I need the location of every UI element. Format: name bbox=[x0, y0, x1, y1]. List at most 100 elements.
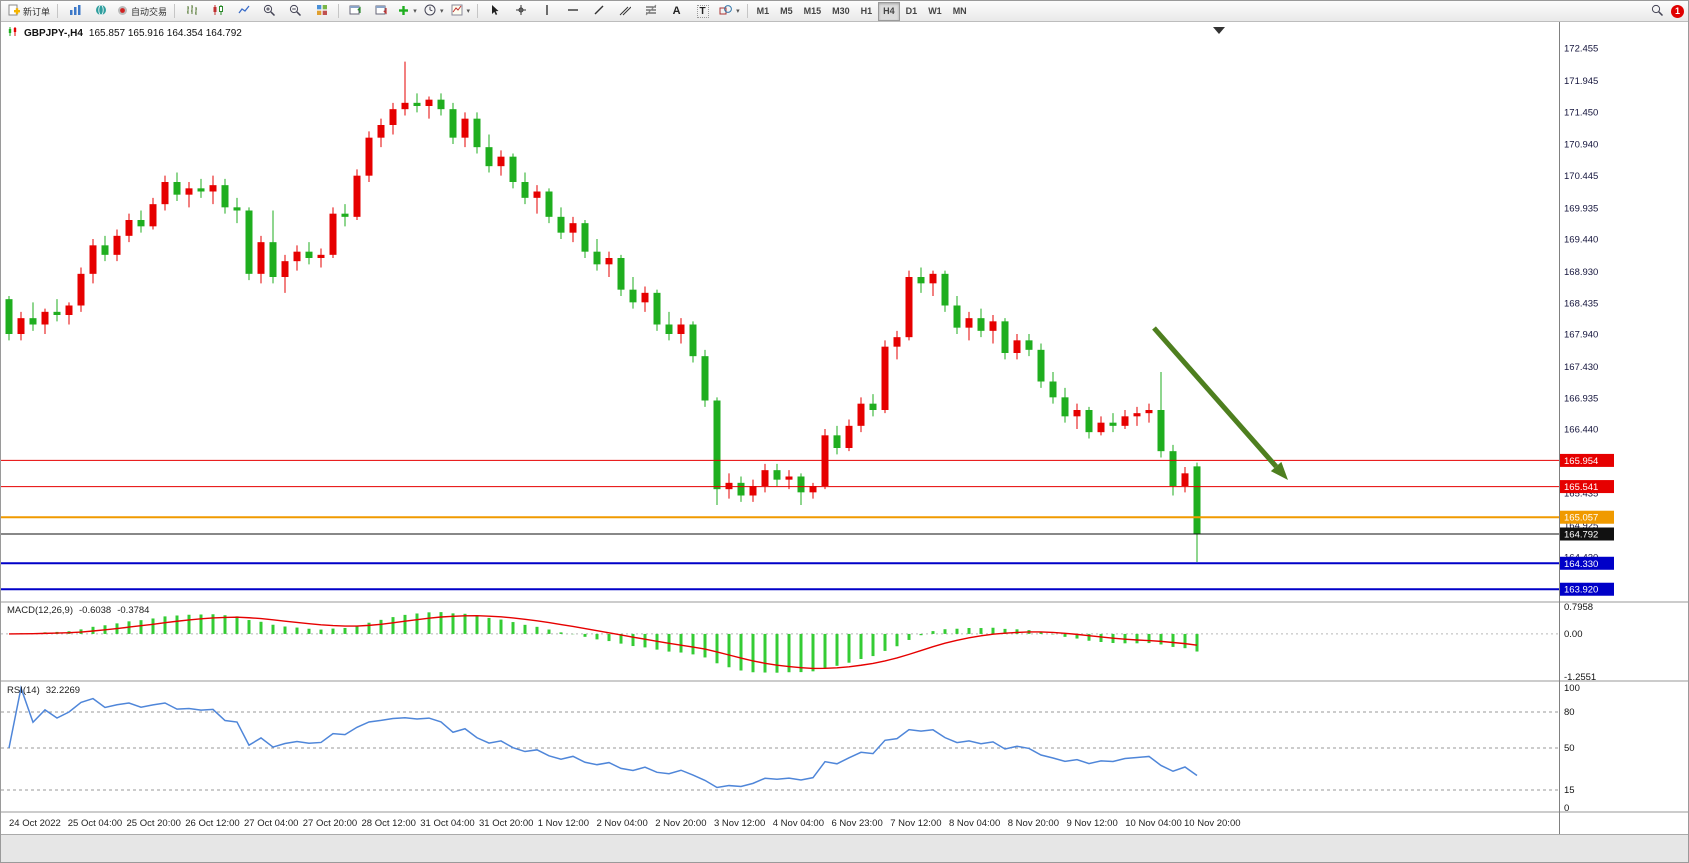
crosshair-button[interactable] bbox=[508, 2, 533, 21]
candle-up bbox=[785, 476, 793, 480]
line-chart-type-button[interactable] bbox=[231, 2, 256, 21]
shapes-button[interactable]: ▾ bbox=[716, 2, 743, 21]
chart-canvas[interactable]: 172.455 171.945 171.450 170.940 170.445 169.9… bbox=[1, 22, 1689, 863]
date-axis-label: 1 Nov 12:00 bbox=[538, 818, 589, 829]
timeframe-h4-button[interactable]: H4 bbox=[878, 1, 900, 21]
chart-window[interactable]: 172.455 171.945 171.450 170.940 170.445 169.9… bbox=[1, 22, 1689, 863]
candle-up bbox=[209, 185, 217, 192]
market-watch-button[interactable] bbox=[88, 2, 113, 21]
vertical-line-button[interactable] bbox=[534, 2, 559, 21]
timeframe-m15-button[interactable]: M15 bbox=[803, 6, 822, 16]
candle-down bbox=[557, 216, 565, 233]
date-axis-label: 27 Oct 20:00 bbox=[303, 818, 357, 829]
candle-down bbox=[593, 251, 601, 265]
tile-windows-button[interactable] bbox=[309, 2, 334, 21]
chart-ohlc-values: 165.857 165.916 164.354 164.792 bbox=[88, 27, 242, 39]
candle-down bbox=[137, 220, 145, 227]
candle-up bbox=[1133, 413, 1141, 417]
trendline-button[interactable] bbox=[586, 2, 611, 21]
date-axis-label: 8 Nov 20:00 bbox=[1008, 818, 1059, 829]
chart-title: GBPJPY-,H4 165.857 165.916 164.354 164.7… bbox=[7, 26, 242, 40]
candle-down bbox=[713, 400, 721, 490]
candle-down bbox=[1085, 410, 1093, 433]
date-axis-label: 26 Oct 12:00 bbox=[185, 818, 239, 829]
date-axis-label: 31 Oct 20:00 bbox=[479, 818, 533, 829]
price-axis-label: 171.945 bbox=[1564, 76, 1598, 87]
text-label-button[interactable]: T bbox=[690, 2, 715, 21]
bar-chart-type-button[interactable] bbox=[179, 2, 204, 21]
candle-down bbox=[1157, 410, 1165, 452]
search-button[interactable] bbox=[1645, 2, 1670, 21]
auto-trading-button[interactable]: 自动交易 bbox=[114, 2, 170, 21]
price-badge-text: 163.920 bbox=[1564, 585, 1598, 596]
horizontal-level-lines[interactable] bbox=[1, 459, 1559, 591]
price-badge-165.954 bbox=[1560, 453, 1614, 467]
date-axis-label: 7 Nov 12:00 bbox=[890, 818, 941, 829]
date-axis-label: 31 Oct 04:00 bbox=[420, 818, 474, 829]
candle-down bbox=[689, 324, 697, 357]
horizontal-line-button[interactable] bbox=[560, 2, 585, 21]
candle-down bbox=[665, 324, 673, 334]
candle-down bbox=[1001, 321, 1009, 353]
timeframe-m5-button[interactable]: M5 bbox=[780, 6, 793, 16]
new-order-button[interactable]: 新订单 bbox=[5, 2, 53, 21]
candle-down bbox=[581, 223, 589, 252]
charts-button[interactable] bbox=[62, 2, 87, 21]
candle-up bbox=[965, 318, 973, 328]
bar-columns-icon bbox=[69, 4, 81, 18]
candle-up bbox=[377, 125, 385, 138]
candle-down bbox=[197, 188, 205, 192]
candle-up bbox=[905, 277, 913, 338]
candle-down bbox=[833, 435, 841, 448]
date-axis-label: 8 Nov 04:00 bbox=[949, 818, 1000, 829]
channel-button[interactable] bbox=[612, 2, 637, 21]
timeframe-m30-button[interactable]: M30 bbox=[832, 6, 850, 16]
tile-windows-icon bbox=[316, 4, 328, 18]
text-button[interactable]: A bbox=[664, 2, 689, 21]
cascade-windows-button[interactable] bbox=[369, 2, 394, 21]
date-axis-label: 27 Oct 04:00 bbox=[244, 818, 298, 829]
price-badge-text: 165.541 bbox=[1564, 482, 1598, 493]
price-axis-label: 170.445 bbox=[1564, 171, 1598, 182]
fibonacci-icon bbox=[645, 4, 657, 18]
date-axis-label: 9 Nov 12:00 bbox=[1067, 818, 1118, 829]
candle-down bbox=[521, 182, 529, 198]
candle-up bbox=[677, 324, 685, 334]
candle-up bbox=[1073, 410, 1081, 417]
periods-button[interactable]: ▾ bbox=[421, 2, 447, 21]
timeframe-m1-button[interactable]: M1 bbox=[756, 6, 770, 16]
candle-down bbox=[221, 185, 229, 208]
candle-up bbox=[17, 318, 25, 334]
price-badge-text: 165.954 bbox=[1564, 456, 1598, 467]
fibonacci-button[interactable] bbox=[638, 2, 663, 21]
price-axis-label: 167.940 bbox=[1564, 330, 1598, 341]
chevron-down-icon: ▾ bbox=[466, 8, 471, 15]
chevron-down-icon: ▾ bbox=[440, 8, 444, 15]
candle-down bbox=[233, 207, 241, 211]
candle-down bbox=[485, 147, 493, 167]
candle-up bbox=[641, 292, 649, 303]
chart-shift-marker-icon[interactable] bbox=[1213, 27, 1225, 34]
templates-button[interactable]: ▾ bbox=[448, 2, 474, 21]
timeframe-mn-button[interactable]: MN bbox=[952, 6, 967, 16]
trend-arrow[interactable] bbox=[1152, 326, 1278, 469]
timeframe-d1-button[interactable]: D1 bbox=[905, 6, 918, 16]
rsi-axis-label: 15 bbox=[1564, 785, 1575, 796]
price-scale[interactable]: 172.455 171.945 171.450 170.940 170.445 169.9… bbox=[1560, 44, 1614, 596]
notification-badge[interactable]: 1 bbox=[1671, 4, 1684, 18]
channel-icon bbox=[619, 4, 631, 18]
cursor-button[interactable] bbox=[482, 2, 507, 21]
candlestick-type-button[interactable] bbox=[205, 2, 230, 21]
auto-trading-label: 自动交易 bbox=[131, 6, 168, 17]
candle-down bbox=[1193, 466, 1201, 535]
zoom-out-button[interactable] bbox=[283, 2, 308, 21]
candle-down bbox=[173, 182, 181, 195]
indicators-button[interactable]: ▾ bbox=[395, 2, 420, 21]
zoom-in-button[interactable] bbox=[257, 2, 282, 21]
timeframe-h1-button[interactable]: H1 bbox=[860, 6, 873, 16]
rsi-axis-label: 80 bbox=[1564, 707, 1575, 718]
candle-down bbox=[437, 99, 445, 110]
arrange-windows-button[interactable] bbox=[343, 2, 368, 21]
candle-up bbox=[1145, 410, 1153, 414]
timeframe-w1-button[interactable]: W1 bbox=[928, 6, 942, 16]
